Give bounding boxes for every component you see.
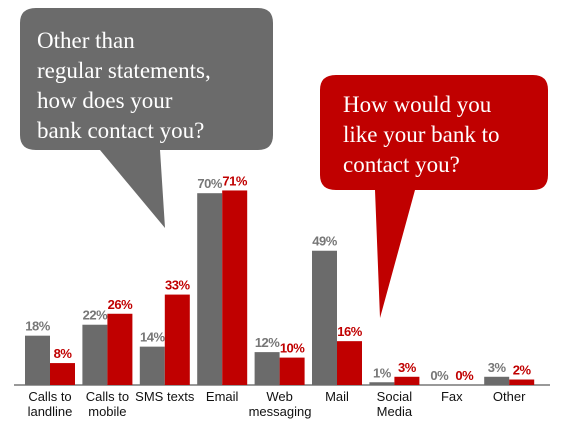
bar: [337, 341, 362, 385]
bar: [254, 352, 280, 385]
bar: [394, 376, 420, 385]
bar: [139, 346, 165, 385]
category-label: SMS texts: [135, 389, 195, 404]
bar: [50, 363, 75, 385]
category-label: Social Media: [376, 389, 413, 419]
red-bubble: [320, 75, 548, 318]
bar: [279, 357, 305, 385]
value-label: 26%: [108, 297, 133, 312]
category-label: Other: [492, 389, 526, 404]
bar: [197, 193, 223, 385]
category-label: Mail: [325, 389, 349, 404]
bar: [509, 379, 535, 385]
value-label: 71%: [222, 173, 247, 188]
value-label: 8%: [54, 346, 73, 361]
value-label: 2%: [513, 363, 532, 378]
gray-bubble-text: Other than regular statements, how does …: [37, 28, 211, 143]
value-label: 10%: [280, 341, 305, 356]
bar: [82, 324, 108, 385]
category-label: Web messaging: [248, 389, 312, 419]
value-label: 16%: [337, 324, 362, 339]
bar: [25, 335, 50, 385]
category-label: Calls to landline: [27, 389, 73, 419]
gray-bubble: [20, 8, 273, 228]
category-label: Email: [205, 389, 239, 404]
bar: [164, 294, 190, 385]
value-label: 14%: [140, 330, 165, 345]
value-label: 18%: [25, 319, 50, 334]
bar: [312, 250, 337, 385]
category-label: Calls to mobile: [85, 389, 130, 419]
value-label: 0%: [455, 368, 474, 383]
category-label: Fax: [440, 389, 463, 404]
value-label: 12%: [255, 335, 280, 350]
bar: [484, 376, 510, 385]
value-label: 22%: [83, 308, 108, 323]
red-bubble-text: How would you like your bank to contact …: [343, 92, 500, 177]
value-label: 1%: [373, 365, 392, 380]
bar: [222, 190, 248, 385]
value-label: 33%: [165, 278, 190, 293]
value-label: 49%: [312, 234, 337, 249]
value-label: 0%: [430, 368, 449, 383]
value-label: 70%: [197, 176, 222, 191]
bar: [107, 313, 133, 385]
value-label: 3%: [488, 360, 507, 375]
bar: [369, 382, 395, 385]
value-label: 3%: [398, 360, 417, 375]
